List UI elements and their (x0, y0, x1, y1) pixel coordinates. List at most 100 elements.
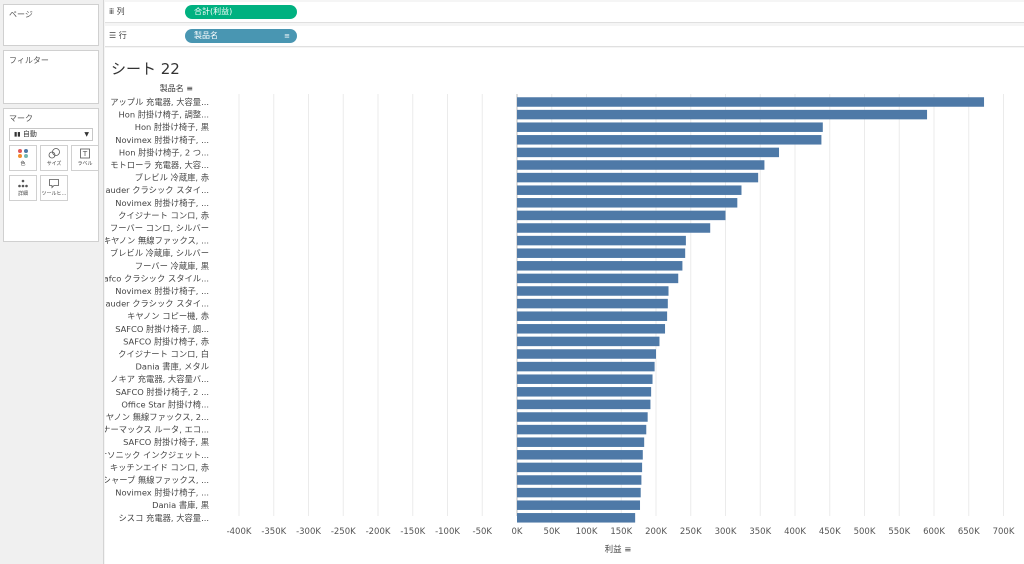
bar[interactable] (517, 387, 652, 397)
rows-shelf-label: ☰ 行 (109, 30, 127, 41)
category-label: エナーマックス ルータ, エコ... (105, 425, 209, 435)
bar[interactable] (517, 198, 738, 208)
category-label: ノキア 充電器, 大容量バ... (110, 374, 209, 384)
bar[interactable] (517, 122, 823, 132)
bar[interactable] (517, 223, 711, 233)
category-label: Dania 書庫, 黒 (152, 500, 209, 510)
bar[interactable] (517, 97, 985, 107)
label-button[interactable]: T ラベル (71, 145, 99, 171)
x-tick-label: 450K (819, 527, 841, 537)
bar[interactable] (517, 513, 636, 523)
columns-icon: ⅲ (109, 7, 115, 16)
x-tick-label: -100K (435, 527, 460, 537)
bar[interactable] (517, 172, 759, 183)
rows-pill-text: 製品名 (194, 31, 218, 40)
bar[interactable] (517, 437, 645, 447)
color-button[interactable]: 色 (9, 145, 37, 171)
category-label: クイジナート コンロ, 白 (118, 349, 209, 359)
x-tick-label: -300K (296, 527, 321, 537)
bar[interactable] (517, 324, 666, 334)
category-label: クイジナート コンロ, 赤 (118, 210, 209, 220)
bar[interactable] (517, 109, 928, 120)
x-tick-label: 50K (544, 527, 561, 537)
mark-type-select[interactable]: ▮▮ 自動 ▼ (9, 128, 93, 141)
category-label: SAFCO 肘掛け椅子, 黒 (123, 437, 209, 447)
x-tick-label: 0K (512, 527, 523, 537)
bar[interactable] (517, 147, 780, 158)
x-tick-label: 500K (854, 527, 876, 537)
bar[interactable] (517, 273, 679, 284)
filters-card[interactable]: フィルター (3, 50, 99, 104)
category-label: Sauder クラシック スタイ... (105, 185, 209, 195)
x-tick-label: 600K (923, 527, 945, 537)
mark-type-value: 自動 (22, 130, 37, 138)
category-label: シスコ 充電器, 大容量... (119, 513, 210, 523)
bar[interactable] (517, 412, 648, 422)
bar[interactable] (517, 349, 656, 359)
bar[interactable] (517, 298, 668, 309)
category-label: Novimex 肘掛け椅子, ... (115, 135, 209, 145)
category-label: Hon 肘掛け椅子, 黒 (135, 122, 209, 132)
bar[interactable] (517, 450, 643, 460)
size-button[interactable]: サイズ (40, 145, 68, 171)
x-tick-label: 550K (888, 527, 910, 537)
category-label: Sauder クラシック スタイ... (105, 299, 209, 309)
category-label: SAFCO 肘掛け椅子, 2 ... (116, 387, 209, 397)
category-label: フーバー 冷蔵庫, 黒 (135, 261, 209, 271)
detail-button[interactable]: 詳細 (9, 175, 37, 201)
columns-pill-text: 合計(利益) (194, 7, 233, 16)
x-axis-label[interactable]: 利益 ≡ (605, 544, 632, 555)
x-tick-label: -200K (366, 527, 391, 537)
bar[interactable] (517, 462, 643, 473)
row-header[interactable]: 製品名 ≡ (160, 83, 193, 93)
bar[interactable] (517, 210, 726, 221)
x-tick-label: -350K (261, 527, 286, 537)
svg-text:T: T (82, 150, 88, 158)
tooltip-button[interactable]: ツールヒ… (40, 175, 68, 201)
bar[interactable] (517, 135, 822, 145)
color-dots-icon (18, 149, 28, 158)
bar[interactable] (517, 500, 641, 510)
bar[interactable] (517, 248, 686, 258)
x-tick-label: -400K (227, 527, 252, 537)
sheet-title: シート 22 (111, 60, 180, 78)
bar[interactable] (517, 311, 668, 321)
columns-pill[interactable]: 合計(利益) (185, 5, 297, 19)
x-tick-label: 150K (610, 527, 632, 537)
bar[interactable] (517, 286, 669, 296)
category-label: SAFCO 肘掛け椅子, 調... (115, 324, 209, 334)
bar[interactable] (517, 235, 686, 246)
filters-title: フィルター (9, 56, 49, 65)
bar[interactable] (517, 374, 653, 384)
rows-pill[interactable]: 製品名 ≡ (185, 29, 297, 43)
text-label-icon: T (80, 148, 90, 159)
x-tick-label: 400K (784, 527, 806, 537)
sort-descending-icon[interactable]: ≡ (284, 32, 290, 40)
size-label: サイズ (46, 161, 62, 167)
bar[interactable] (517, 399, 651, 410)
bar[interactable] (517, 475, 642, 485)
size-icon (48, 148, 60, 159)
bar[interactable] (517, 160, 765, 170)
bar[interactable] (517, 261, 683, 271)
category-label: Safco クラシック スタイル... (105, 273, 209, 283)
x-tick-label: 350K (749, 527, 771, 537)
x-tick-label: 100K (576, 527, 598, 537)
category-label: Dania 書庫, メタル (135, 362, 209, 372)
category-label: シャープ 無線ファックス, ... (105, 475, 209, 485)
category-label: ブレビル 冷蔵庫, シルバー (110, 248, 209, 258)
bar[interactable] (517, 361, 655, 372)
rows-shelf[interactable]: ☰ 行 製品名 ≡ (105, 26, 1024, 47)
sheet-area: シート 22 -400K -350K -300K -250K -200K -150K -10… (105, 48, 1024, 564)
pages-card[interactable]: ページ (3, 4, 99, 46)
bar[interactable] (517, 336, 660, 347)
columns-shelf[interactable]: ⅲ 列 合計(利益) (105, 2, 1024, 23)
marks-card: マーク ▮▮ 自動 ▼ 色 サイズ (3, 108, 99, 242)
bar[interactable] (517, 185, 742, 195)
x-tick-label: -150K (400, 527, 425, 537)
x-tick-label: 200K (645, 527, 667, 537)
bar[interactable] (517, 487, 641, 498)
bar[interactable] (517, 424, 647, 435)
detail-label: 詳細 (17, 191, 28, 197)
x-tick-label: 650K (958, 527, 980, 537)
